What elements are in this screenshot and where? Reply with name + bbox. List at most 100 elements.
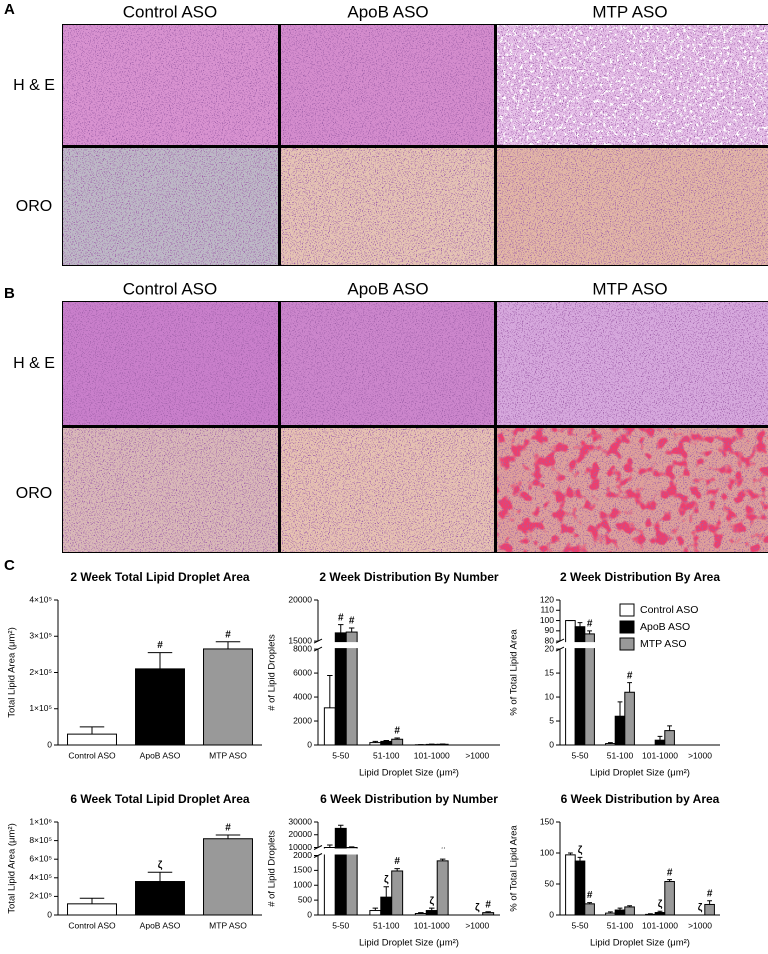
bar [436, 860, 449, 916]
error-bar [394, 737, 400, 740]
error-bar [418, 912, 424, 914]
bar [584, 903, 595, 916]
bar [391, 870, 404, 916]
image-divider [62, 145, 768, 148]
y-axis-title: Total Lipid Area (μm²) [7, 823, 18, 913]
significance-label: ζ [429, 896, 434, 907]
y-tick-label: 4×10⁵ [29, 872, 52, 882]
y-axis-title: Total Lipid Area (μm²) [7, 627, 18, 717]
bar [345, 631, 358, 746]
y-tick-label: 15 [545, 667, 555, 677]
bar [67, 903, 117, 916]
y-tick-label: 4×10⁵ [29, 594, 52, 604]
row-label: ORO [16, 485, 52, 502]
y-tick-label: 120 [540, 594, 554, 604]
error-bar [657, 735, 663, 741]
error-bar [667, 725, 672, 731]
axis-break-gap [316, 642, 500, 649]
error-bar [608, 911, 613, 914]
x-tick-label: 101-1000 [642, 750, 678, 760]
error-bar [485, 911, 491, 913]
bar [664, 881, 675, 916]
bar [67, 733, 117, 746]
error-bar [147, 652, 173, 669]
x-tick-label: >1000 [688, 750, 712, 760]
x-tick-label: >1000 [688, 920, 712, 930]
x-tick-label: 101-1000 [642, 920, 678, 930]
significance-label: # [707, 888, 713, 899]
chart-title: 6 Week Distribution by Area [561, 792, 720, 806]
y-tick-label: 150 [540, 816, 554, 826]
y-tick-label: 20000 [288, 594, 312, 604]
y-tick-label: 80 [545, 635, 555, 645]
error-bar [648, 913, 653, 915]
legend-swatch [619, 603, 635, 617]
bar [369, 910, 382, 916]
bar [135, 881, 185, 916]
axis-break-mark [313, 638, 323, 652]
y-tick-label: 6000 [293, 667, 312, 677]
chart-title: 6 Week Distribution by Number [320, 792, 498, 806]
error-bar [338, 824, 344, 829]
x-tick-label: MTP ASO [209, 920, 247, 930]
bar [565, 854, 576, 916]
error-bar [147, 871, 173, 882]
significance-label: # [157, 640, 163, 651]
y-tick-label: 8000 [293, 643, 312, 653]
significance-label: # [485, 899, 491, 910]
error-bar [372, 740, 379, 743]
image-divider [278, 301, 281, 553]
legend-label: ApoB ASO [640, 621, 690, 633]
x-axis-title: Lipid Droplet Size (μm²) [359, 768, 459, 779]
legend-swatch [619, 637, 635, 651]
x-tick-label: 101-1000 [414, 750, 450, 760]
y-tick-label: 2000 [293, 850, 312, 860]
significance-label: # [394, 726, 400, 737]
x-axis-title: Lipid Droplet Size (μm²) [590, 768, 690, 779]
bar [334, 827, 347, 916]
y-tick-label: 15000 [288, 635, 312, 645]
y-tick-label: 30000 [288, 816, 312, 826]
y-tick-label: 100 [540, 615, 554, 625]
y-tick-label: 110 [540, 605, 554, 615]
row-label: H & E [13, 77, 55, 94]
significance-label: # [587, 890, 593, 901]
significance-label: # [394, 856, 400, 867]
bar [380, 896, 393, 916]
y-tick-label: 1×10⁵ [29, 703, 52, 713]
x-tick-label: Control ASO [68, 920, 116, 930]
axis-break-gap [316, 848, 500, 855]
bar [323, 847, 336, 916]
y-tick-label: 8×10⁵ [29, 835, 52, 845]
significance-label: ζ [158, 860, 163, 871]
bar [323, 707, 336, 746]
legend-swatch [619, 620, 635, 634]
bar [391, 738, 404, 746]
error-bar [383, 739, 389, 742]
row-label: H & E [13, 355, 55, 372]
image-divider [494, 24, 497, 266]
y-tick-label: 0 [549, 909, 554, 919]
error-bar [608, 742, 613, 744]
legend-label: Control ASO [640, 604, 698, 616]
error-bar [372, 907, 379, 911]
y-tick-label: 0 [47, 909, 52, 919]
significance-label: ζ [475, 903, 480, 914]
significance-label: ζ [698, 903, 703, 914]
x-tick-label: 51-100 [607, 750, 634, 760]
column-header: MTP ASO [592, 279, 667, 298]
error-bar [215, 834, 241, 839]
bar [203, 838, 253, 916]
bar [584, 633, 595, 746]
x-tick-label: 5-50 [571, 750, 588, 760]
x-tick-label: 5-50 [332, 920, 349, 930]
x-axis-title: Lipid Droplet Size (μm²) [590, 938, 690, 949]
column-header: Control ASO [123, 279, 218, 298]
x-axis-title: Lipid Droplet Size (μm²) [359, 938, 459, 949]
significance-label: # [225, 823, 231, 834]
y-tick-label: 10000 [288, 842, 312, 852]
bar [704, 903, 715, 916]
bar [624, 691, 635, 746]
error-bar [215, 641, 241, 649]
